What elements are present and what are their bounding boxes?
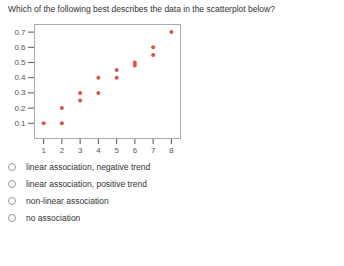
svg-text:0.4: 0.4 <box>14 73 26 82</box>
svg-text:8: 8 <box>169 146 174 155</box>
html-text:linear association, negative t: linear association, negative trend <box>26 161 151 172</box>
svg-text:1: 1 <box>41 146 46 155</box>
svg-text:2: 2 <box>60 146 65 155</box>
svg-text:0.7: 0.7 <box>14 28 26 37</box>
svg-text:5: 5 <box>114 146 119 155</box>
svg-text:0.2: 0.2 <box>14 104 26 113</box>
svg-text:6: 6 <box>133 146 138 155</box>
html-text:Which of the following best de: Which of the following best describes th… <box>8 4 275 14</box>
svg-text:4: 4 <box>96 146 101 155</box>
svg-text:0.5: 0.5 <box>14 58 26 67</box>
html-text:no association: no association <box>26 212 81 223</box>
html-text:non-linear association: non-linear association <box>26 195 109 206</box>
html-text:linear association, positive t: linear association, positive trend <box>26 178 147 189</box>
svg-text:0.3: 0.3 <box>14 89 26 98</box>
svg-text:3: 3 <box>78 146 83 155</box>
svg-text:7: 7 <box>151 146 156 155</box>
svg-text:0.6: 0.6 <box>14 43 26 52</box>
svg-text:0.1: 0.1 <box>14 119 26 128</box>
